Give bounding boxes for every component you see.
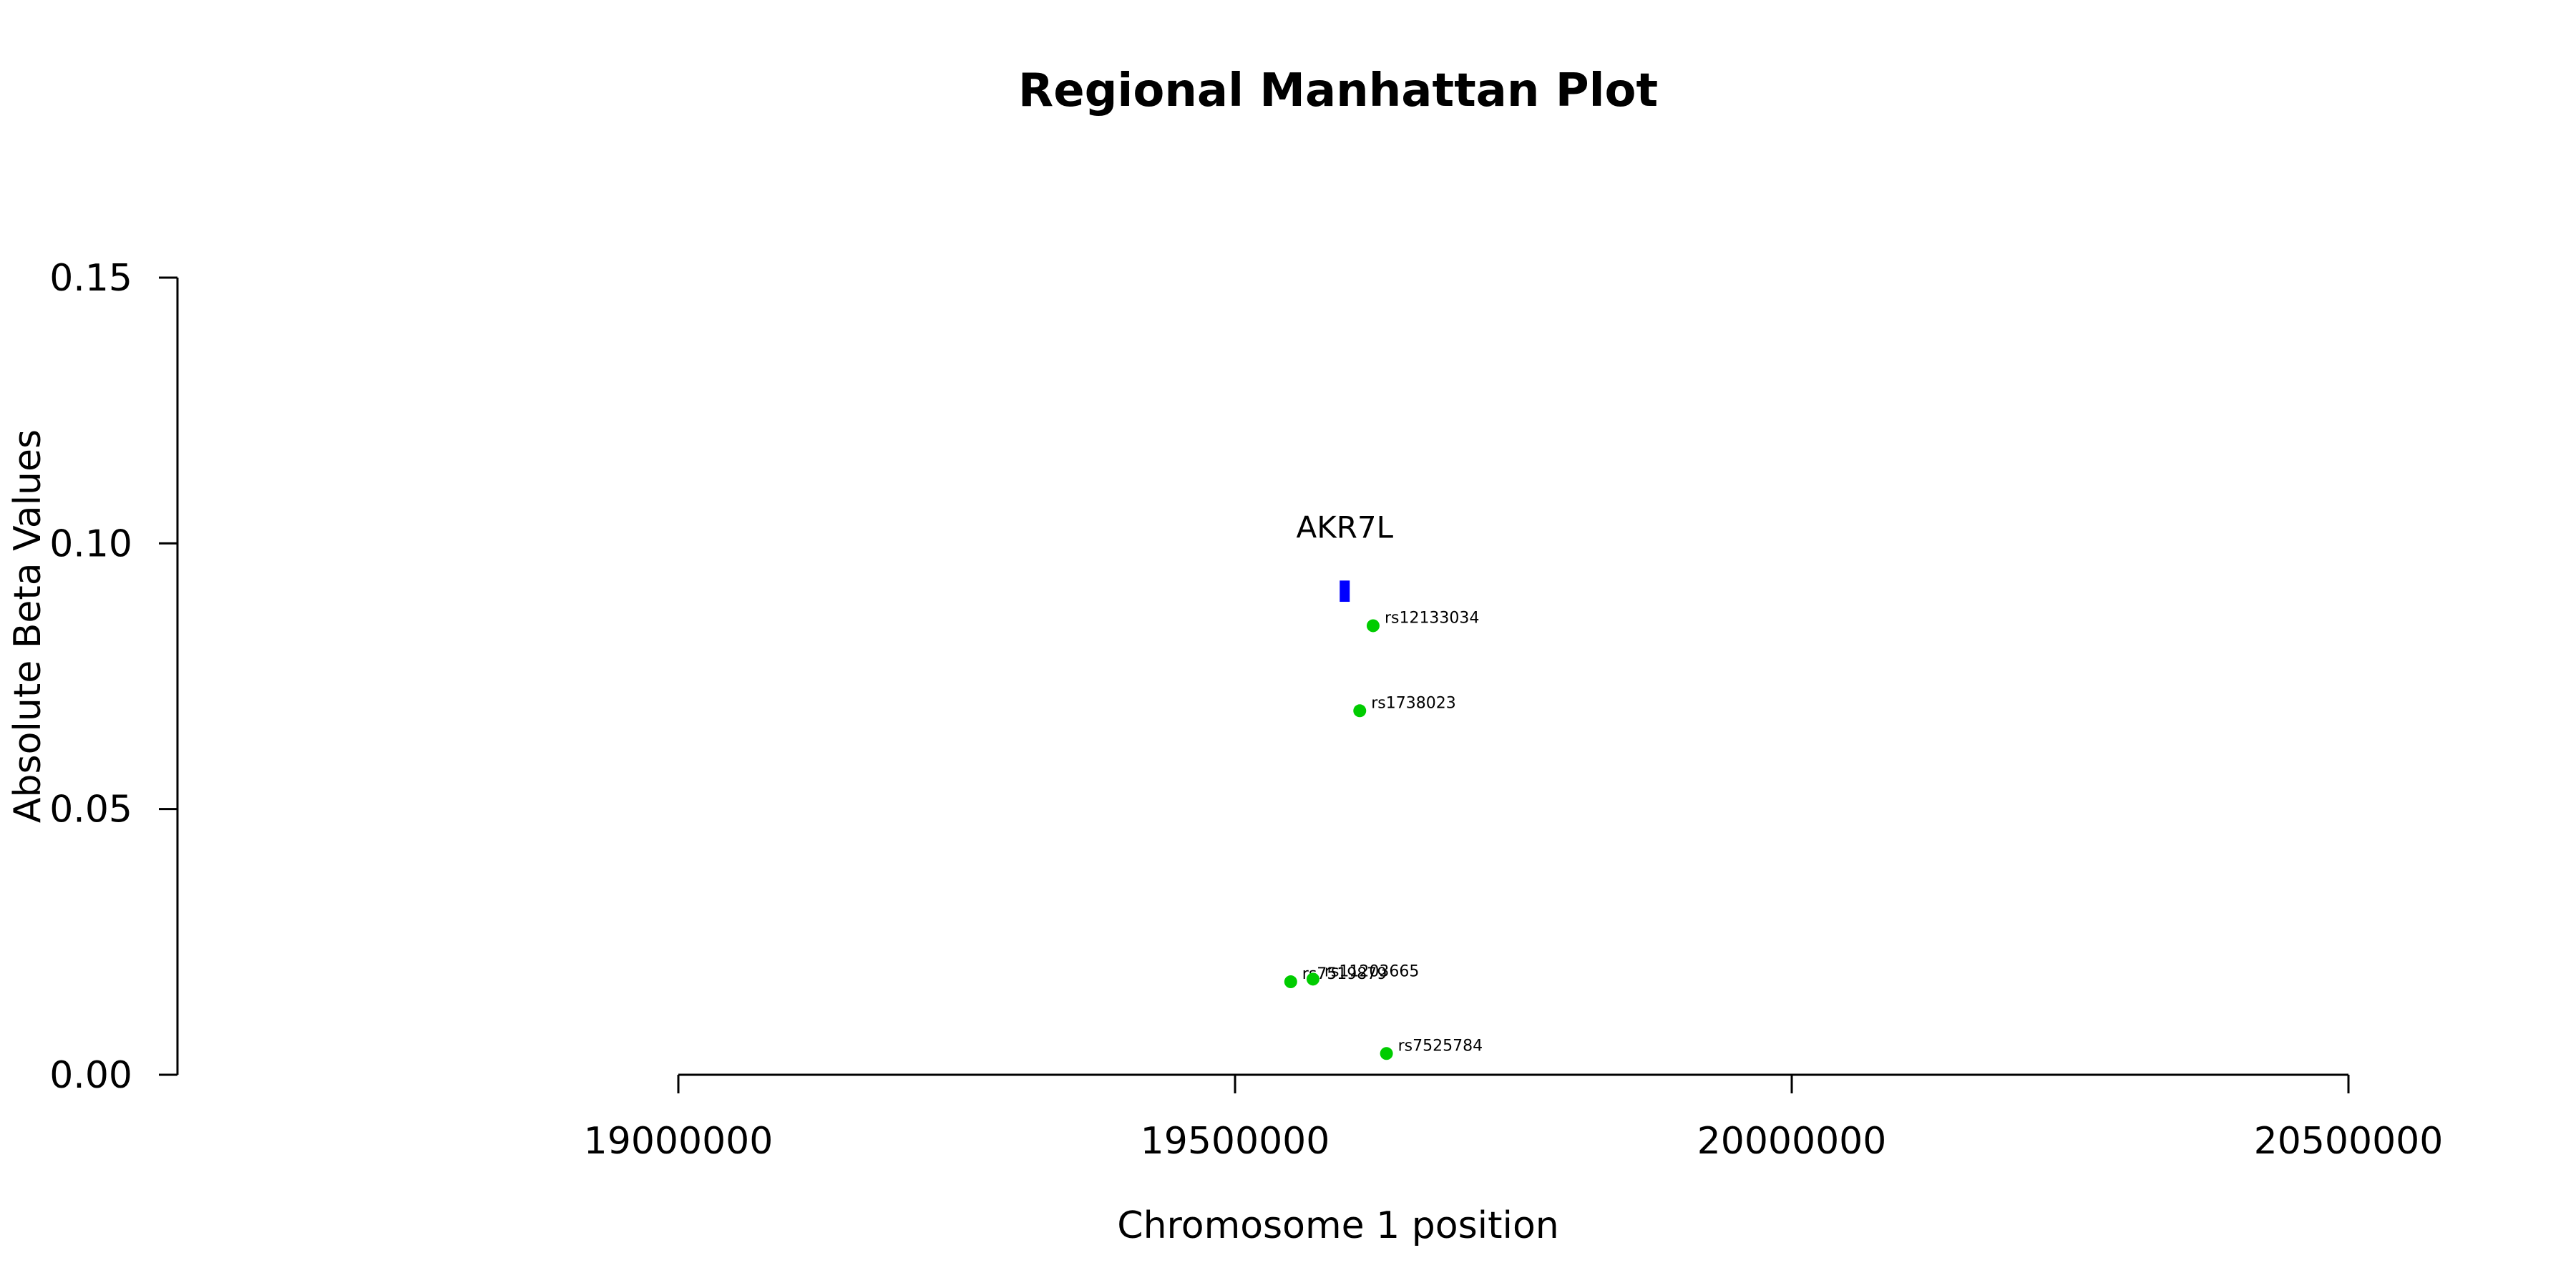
gene-layer: AKR7L <box>1296 509 1394 602</box>
y-tick-label: 0.00 <box>49 1054 132 1097</box>
y-tick-label: 0.15 <box>49 257 132 300</box>
y-tick-label: 0.05 <box>49 789 132 831</box>
snp-point <box>1284 975 1297 989</box>
y-axis-label: Absolute Beta Values <box>6 429 49 823</box>
y-ticks: 0.00 0.05 0.10 0.15 <box>49 257 177 1097</box>
snp-point <box>1366 619 1380 633</box>
x-tick-label: 20000000 <box>1697 1120 1887 1163</box>
y-axis: 0.00 0.05 0.10 0.15 <box>49 257 179 1097</box>
x-axis: 19000000 19500000 20000000 20500000 <box>584 1073 2444 1163</box>
snp-label: rs7525784 <box>1398 1037 1483 1055</box>
x-tick-label: 20500000 <box>2254 1120 2444 1163</box>
snp-label: rs11203665 <box>1324 962 1419 980</box>
snp-point <box>1306 972 1319 986</box>
x-tick-label: 19500000 <box>1141 1120 1330 1163</box>
gene-label: AKR7L <box>1296 509 1393 545</box>
x-tick-label: 19000000 <box>584 1120 774 1163</box>
chart-title: Regional Manhattan Plot <box>1018 64 1658 117</box>
snp-label: rs1738023 <box>1371 694 1456 712</box>
x-ticks: 19000000 19500000 20000000 20500000 <box>584 1075 2444 1163</box>
y-tick-label: 0.10 <box>49 522 132 565</box>
x-axis-label: Chromosome 1 position <box>1117 1204 1558 1247</box>
snp-point <box>1380 1047 1393 1060</box>
snp-label: rs12133034 <box>1385 609 1479 627</box>
snp-points: rs12133034rs1738023rs7519879rs11203665rs… <box>1284 609 1483 1060</box>
snp-point <box>1353 704 1367 718</box>
gene-marker <box>1340 580 1350 602</box>
